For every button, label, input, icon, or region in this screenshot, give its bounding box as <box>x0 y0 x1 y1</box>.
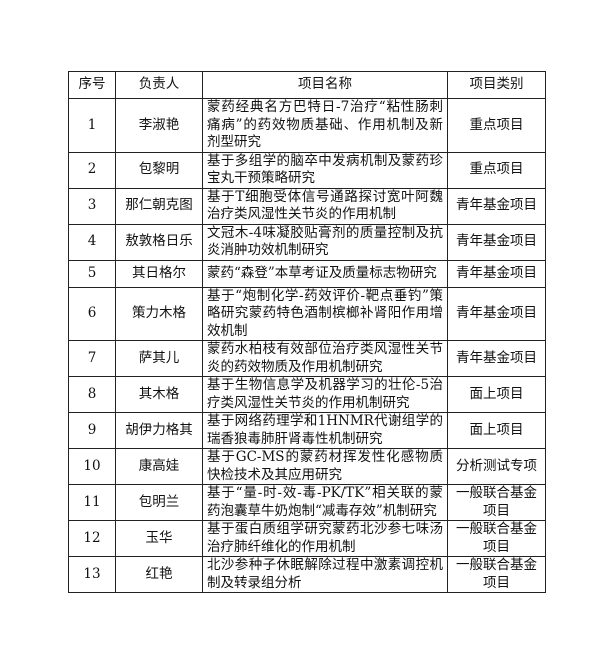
table-row: 8 其木格 基于生物信息学及机器学习的壮伦-5治疗类风湿性关节炎的作用机制研究 面上项… <box>68 376 546 413</box>
row-project-name: 基于多组学的脑卒中发病机制及蒙药珍宝丸干预策略研究 <box>202 151 448 189</box>
row-leader: 胡伊力格其 <box>115 412 203 449</box>
table-row: 3 那仁朝克图 基于T细胞受体信号通路探讨宽叶阿魏治疗类风湿性关节炎的作用机制 青年基… <box>68 187 546 225</box>
row-project-name: 基于蛋白质组学研究蒙药北沙参七味汤治疗肺纤维化的作用机制 <box>202 520 448 557</box>
row-category: 青年基金项目 <box>447 187 546 225</box>
table-row: 4 敖敦格日乐 文冠木-4味凝胶贴膏剂的质量控制及抗炎消肿功效机制研究 青年基金项目 <box>68 223 546 261</box>
row-number: 12 <box>68 520 116 557</box>
row-number: 8 <box>68 376 116 413</box>
row-category: 青年基金项目 <box>447 223 546 261</box>
row-project-name: 基于T细胞受体信号通路探讨宽叶阿魏治疗类风湿性关节炎的作用机制 <box>202 187 448 225</box>
row-category: 重点项目 <box>447 98 546 153</box>
row-project-name: 基于网络药理学和1HNMR代谢组学的瑞香狼毒肺肝肾毒性机制研究 <box>202 412 448 449</box>
row-number: 5 <box>68 259 116 288</box>
row-leader: 其木格 <box>115 376 203 413</box>
row-leader: 包黎明 <box>115 151 203 189</box>
row-category: 青年基金项目 <box>447 259 546 288</box>
row-category: 一般联合基金项目 <box>447 484 546 521</box>
row-project-name: 基于“炮制化学-药效评价-靶点垂钓”策略研究蒙药特色酒制槟榔补肾阳作用增效机制 <box>202 286 448 341</box>
table-row: 6 策力木格 基于“炮制化学-药效评价-靶点垂钓”策略研究蒙药特色酒制槟榔补肾阳作用… <box>68 286 546 341</box>
row-project-name: 基于GC-MS的蒙药材挥发性化感物质快检技术及其应用研究 <box>202 448 448 485</box>
row-leader: 策力木格 <box>115 286 203 341</box>
table-row: 2 包黎明 基于多组学的脑卒中发病机制及蒙药珍宝丸干预策略研究 重点项目 <box>68 151 546 189</box>
row-category: 青年基金项目 <box>447 340 546 377</box>
row-leader: 包明兰 <box>115 484 203 521</box>
table-row: 9 胡伊力格其 基于网络药理学和1HNMR代谢组学的瑞香狼毒肺肝肾毒性机制研究 面上项… <box>68 412 546 449</box>
row-number: 7 <box>68 340 116 377</box>
table-row: 5 其日格尔 蒙药“森登”本草考证及质量标志物研究 青年基金项目 <box>68 259 546 288</box>
row-project-name: 蒙药“森登”本草考证及质量标志物研究 <box>202 259 448 288</box>
row-category: 青年基金项目 <box>447 286 546 341</box>
row-category: 一般联合基金项目 <box>447 520 546 557</box>
row-leader: 那仁朝克图 <box>115 187 203 225</box>
row-leader: 敖敦格日乐 <box>115 223 203 261</box>
row-category: 重点项目 <box>447 151 546 189</box>
row-project-name: 基于生物信息学及机器学习的壮伦-5治疗类风湿性关节炎的作用机制研究 <box>202 376 448 413</box>
row-project-name: 文冠木-4味凝胶贴膏剂的质量控制及抗炎消肿功效机制研究 <box>202 223 448 261</box>
row-category: 一般联合基金项目 <box>447 556 546 593</box>
row-number: 4 <box>68 223 116 261</box>
header-project-name: 项目名称 <box>202 71 448 99</box>
row-leader: 萨其儿 <box>115 340 203 377</box>
row-project-name: 蒙药水柏枝有效部位治疗类风湿性关节炎的药效物质及作用机制研究 <box>202 340 448 377</box>
table-row: 11 包明兰 基于“量-时-效-毒-PK/TK”相关联的蒙药泡囊草牛奶炮制“减毒存效… <box>68 484 546 521</box>
row-leader: 红艳 <box>115 556 203 593</box>
row-category: 面上项目 <box>447 412 546 449</box>
project-table: 序号 负责人 项目名称 项目类别 1 李淑艳 蒙药经典名方巴特日-7治疗“粘性肠刺痛… <box>68 71 546 593</box>
row-leader: 玉华 <box>115 520 203 557</box>
row-number: 6 <box>68 286 116 341</box>
header-no: 序号 <box>68 71 116 99</box>
row-project-name: 蒙药经典名方巴特日-7治疗“粘性肠刺痛病”的药效物质基础、作用机制及新剂型研究 <box>202 98 448 153</box>
table-row: 13 红艳 北沙参种子休眠解除过程中激素调控机制及转录组分析 一般联合基金项目 <box>68 556 546 593</box>
row-leader: 李淑艳 <box>115 98 203 153</box>
row-project-name: 北沙参种子休眠解除过程中激素调控机制及转录组分析 <box>202 556 448 593</box>
table-row: 1 李淑艳 蒙药经典名方巴特日-7治疗“粘性肠刺痛病”的药效物质基础、作用机制及新剂… <box>68 98 546 153</box>
row-number: 1 <box>68 98 116 153</box>
row-project-name: 基于“量-时-效-毒-PK/TK”相关联的蒙药泡囊草牛奶炮制“减毒存效”机制研究 <box>202 484 448 521</box>
row-number: 9 <box>68 412 116 449</box>
table-row: 7 萨其儿 蒙药水柏枝有效部位治疗类风湿性关节炎的药效物质及作用机制研究 青年基金项目 <box>68 340 546 377</box>
row-category: 分析测试专项 <box>447 448 546 485</box>
row-category: 面上项目 <box>447 376 546 413</box>
table-row: 12 玉华 基于蛋白质组学研究蒙药北沙参七味汤治疗肺纤维化的作用机制 一般联合基金项目 <box>68 520 546 557</box>
row-number: 3 <box>68 187 116 225</box>
row-number: 13 <box>68 556 116 593</box>
row-leader: 其日格尔 <box>115 259 203 288</box>
row-number: 10 <box>68 448 116 485</box>
table-header-row: 序号 负责人 项目名称 项目类别 <box>68 71 546 99</box>
row-number: 11 <box>68 484 116 521</box>
row-leader: 康高娃 <box>115 448 203 485</box>
table-row: 10 康高娃 基于GC-MS的蒙药材挥发性化感物质快检技术及其应用研究 分析测试专项 <box>68 448 546 485</box>
header-leader: 负责人 <box>115 71 203 99</box>
header-category: 项目类别 <box>447 71 546 99</box>
row-number: 2 <box>68 151 116 189</box>
